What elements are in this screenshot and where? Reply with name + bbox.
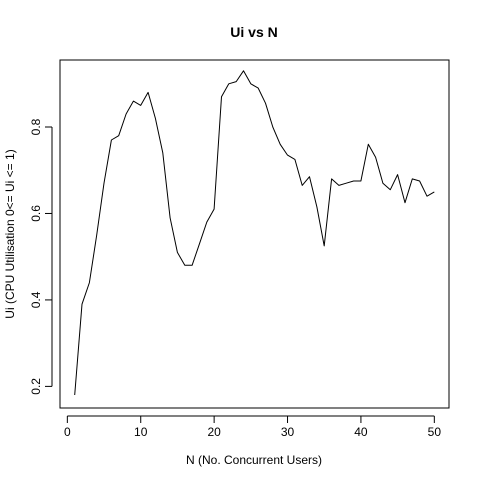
y-tick-label: 0.6 [29, 205, 43, 222]
x-axis: 0 10 20 30 40 50 [64, 416, 441, 439]
x-tick-label: 10 [134, 425, 148, 439]
y-tick-label: 0.2 [29, 378, 43, 395]
series-line [75, 71, 435, 395]
y-axis-label: Ui (CPU Utilisation 0<= Ui <= 1) [3, 149, 17, 318]
y-tick-label: 0.4 [29, 291, 43, 308]
x-tick-label: 40 [354, 425, 368, 439]
chart-title: Ui vs N [230, 24, 277, 40]
x-tick-label: 20 [207, 425, 221, 439]
x-tick-label: 30 [281, 425, 295, 439]
plot-frame [60, 60, 449, 408]
x-tick-label: 50 [428, 425, 442, 439]
y-axis: 0.2 0.4 0.6 0.8 [29, 118, 52, 394]
x-tick-label: 0 [64, 425, 71, 439]
series-layer [75, 71, 435, 395]
y-tick-label: 0.8 [29, 118, 43, 135]
x-axis-label: N (No. Concurrent Users) [186, 453, 322, 467]
